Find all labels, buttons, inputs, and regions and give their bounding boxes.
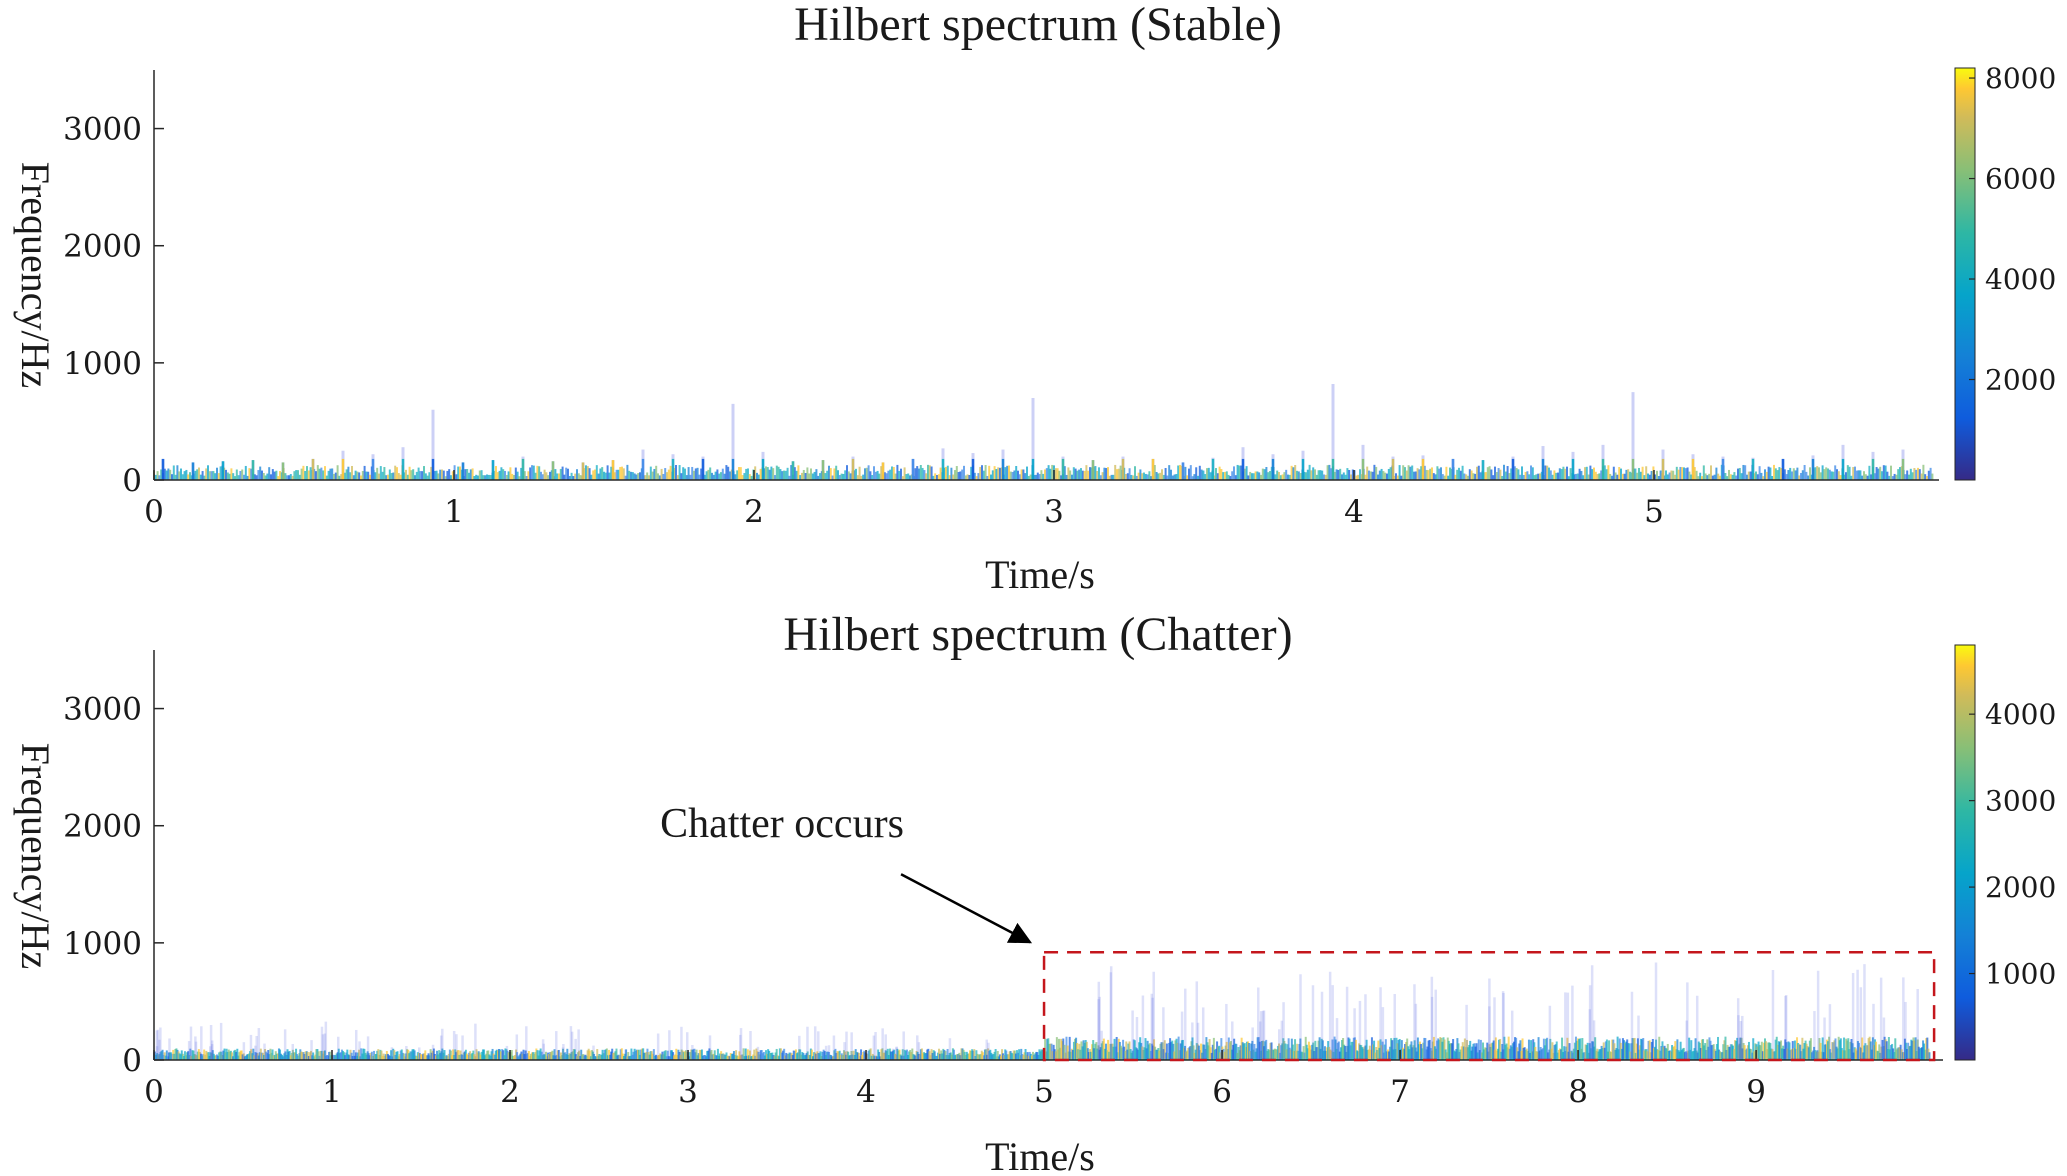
y-tick-label: 3000 <box>63 112 142 148</box>
colorbar-tick-label: 2000 <box>1985 871 2056 904</box>
x-tick-label: 8 <box>1568 1074 1588 1110</box>
colorbar-tick-label: 3000 <box>1985 785 2056 818</box>
y-axis-label: Frequency/Hz <box>13 743 58 970</box>
y-tick-label: 3000 <box>63 692 142 728</box>
colorbar <box>1954 644 1976 1061</box>
y-tick-label: 1000 <box>63 926 142 962</box>
x-tick-label: 1 <box>322 1074 342 1110</box>
x-tick-label: 2 <box>500 1074 520 1110</box>
plot-area <box>153 383 1934 480</box>
chart-stable: Hilbert spectrum (Stable) 0 1 2 3 4 5 0 1000 20… <box>13 0 2056 597</box>
chart-title: Hilbert spectrum (Chatter) <box>783 608 1292 661</box>
colorbar-ticks: 1000 2000 3000 4000 <box>1969 698 2056 991</box>
x-tick-label: 0 <box>144 1074 164 1110</box>
plot-area <box>153 962 1931 1060</box>
colorbar-tick-label: 1000 <box>1985 958 2056 991</box>
y-tick-label: 0 <box>122 463 142 499</box>
x-tick-label: 4 <box>1344 494 1364 530</box>
annotation-arrow <box>900 873 1033 944</box>
x-tick-label: 3 <box>678 1074 698 1110</box>
x-tick-label: 6 <box>1212 1074 1232 1110</box>
y-ticks: 0 1000 2000 3000 <box>63 692 164 1079</box>
y-tick-label: 2000 <box>63 229 142 265</box>
x-tick-label: 5 <box>1034 1074 1054 1110</box>
chart-chatter: Hilbert spectrum (Chatter) 0 1 2 3 4 5 6 7 8 9 0 1… <box>13 608 2056 1176</box>
colorbar-ticks: 2000 4000 6000 8000 <box>1969 62 2056 397</box>
colorbar <box>1954 67 1976 481</box>
x-tick-label: 2 <box>744 494 764 530</box>
colorbar-tick-label: 8000 <box>1985 62 2056 95</box>
y-axis-label: Frequency/Hz <box>13 162 58 389</box>
x-tick-label: 1 <box>444 494 464 530</box>
y-tick-label: 0 <box>122 1043 142 1079</box>
x-tick-label: 9 <box>1746 1074 1766 1110</box>
x-axis-label: Time/s <box>985 552 1095 597</box>
y-tick-label: 2000 <box>63 809 142 845</box>
x-ticks: 0 1 2 3 4 5 <box>144 470 1664 530</box>
chart-title: Hilbert spectrum (Stable) <box>794 0 1282 51</box>
colorbar-tick-label: 4000 <box>1985 263 2056 296</box>
axes <box>153 650 1943 1061</box>
x-ticks: 0 1 2 3 4 5 6 7 8 9 <box>144 1050 1766 1110</box>
x-tick-label: 7 <box>1390 1074 1410 1110</box>
axes <box>153 70 1939 481</box>
colorbar-tick-label: 6000 <box>1985 163 2056 196</box>
x-tick-label: 4 <box>856 1074 876 1110</box>
x-tick-label: 0 <box>144 494 164 530</box>
chatter-region-box <box>1042 950 1936 1062</box>
x-tick-label: 5 <box>1644 494 1664 530</box>
y-ticks: 0 1000 2000 3000 <box>63 112 164 499</box>
colorbar-tick-label: 4000 <box>1985 698 2056 731</box>
x-axis-label: Time/s <box>985 1134 1095 1176</box>
y-tick-label: 1000 <box>63 346 142 382</box>
x-tick-label: 3 <box>1044 494 1064 530</box>
annotation-chatter-occurs: Chatter occurs <box>660 801 904 847</box>
colorbar-tick-label: 2000 <box>1985 364 2056 397</box>
